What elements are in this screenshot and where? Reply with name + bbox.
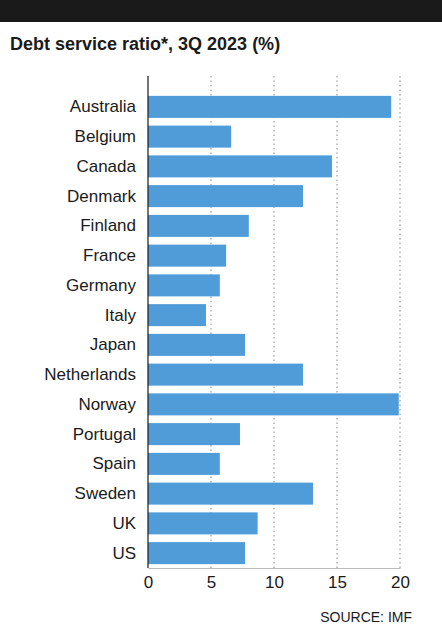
grid-line xyxy=(337,76,338,568)
tick-label: 20 xyxy=(391,573,410,592)
x-axis: 0 5 10 15 20 xyxy=(144,568,410,592)
grid-line xyxy=(400,76,401,568)
tick: Finland xyxy=(80,216,148,235)
bar xyxy=(148,483,313,505)
tick-label: 0 xyxy=(144,573,153,592)
tick-label: Italy xyxy=(105,306,137,325)
tick: Portugal xyxy=(73,425,148,444)
bar xyxy=(148,542,245,564)
tick-label: Belgium xyxy=(75,127,136,146)
tick: Belgium xyxy=(75,127,148,146)
tick-label: 10 xyxy=(265,573,284,592)
tick: 15 xyxy=(328,568,347,592)
tick-label: US xyxy=(112,544,136,563)
tick-label: UK xyxy=(112,514,136,533)
bar xyxy=(148,96,391,118)
tick: UK xyxy=(112,514,148,533)
tick-label: Netherlands xyxy=(44,365,136,384)
axis-line xyxy=(147,76,148,568)
tick-label: Canada xyxy=(76,157,136,176)
tick: Spain xyxy=(93,454,148,473)
tick-label: Spain xyxy=(93,454,136,473)
bar xyxy=(148,245,226,267)
bar xyxy=(148,453,220,475)
tick: 10 xyxy=(265,568,284,592)
bars xyxy=(148,96,399,564)
axis-line xyxy=(149,568,401,569)
source: SOURCE: IMF xyxy=(320,609,412,625)
tick: Germany xyxy=(66,276,148,295)
tick: 0 xyxy=(144,568,153,592)
y-axis: Australia Belgium Canada Denmark Finland Fran… xyxy=(44,76,148,568)
tick-label: Japan xyxy=(90,335,136,354)
tick-label: Portugal xyxy=(73,425,136,444)
bar xyxy=(148,393,399,415)
tick: Japan xyxy=(90,335,148,354)
tick: Italy xyxy=(105,306,148,325)
title: Debt service ratio*, 3Q 2023 (%) xyxy=(10,34,280,54)
tick: Denmark xyxy=(67,187,148,206)
tick: US xyxy=(112,544,148,563)
bar xyxy=(148,304,206,326)
bar xyxy=(148,185,303,207)
bar xyxy=(148,215,249,237)
tick: Sweden xyxy=(75,484,148,503)
tick: France xyxy=(83,246,148,265)
tick: 5 xyxy=(207,568,216,592)
bar xyxy=(148,155,332,177)
tick-label: 5 xyxy=(207,573,216,592)
tick-label: Denmark xyxy=(67,187,136,206)
tick: Norway xyxy=(78,395,148,414)
tick-label: Germany xyxy=(66,276,136,295)
tick: Canada xyxy=(76,157,148,176)
tick: Netherlands xyxy=(44,365,148,384)
tick-label: France xyxy=(83,246,136,265)
chart: Debt service ratio*, 3Q 2023 (%) Australi… xyxy=(0,0,442,633)
tick-label: Sweden xyxy=(75,484,136,503)
tick-label: Norway xyxy=(78,395,136,414)
bar xyxy=(148,126,231,148)
tick-label: Australia xyxy=(70,97,137,116)
header-band xyxy=(0,0,442,22)
bar xyxy=(148,334,245,356)
tick: Australia xyxy=(70,97,148,116)
tick-label: Finland xyxy=(80,216,136,235)
bar xyxy=(148,274,220,296)
tick-label: 15 xyxy=(328,573,347,592)
tick: 20 xyxy=(391,568,410,592)
bar xyxy=(148,512,258,534)
bar xyxy=(148,364,303,386)
bar xyxy=(148,423,240,445)
